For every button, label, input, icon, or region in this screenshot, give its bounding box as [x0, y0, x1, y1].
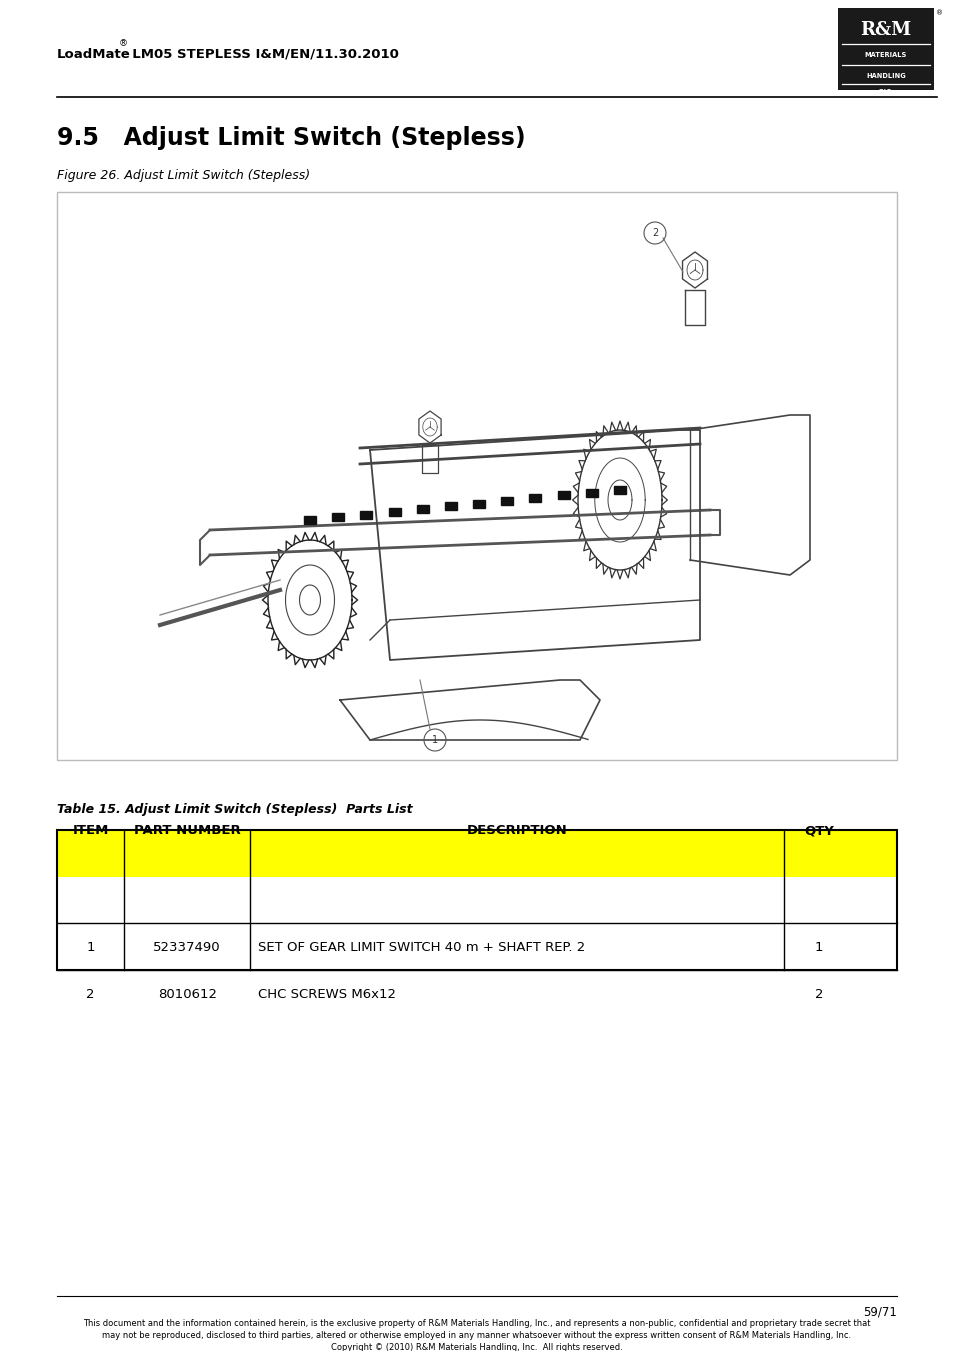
Bar: [388, 508, 400, 516]
Bar: [558, 492, 569, 500]
Text: INC.: INC.: [878, 89, 893, 95]
Text: QTY: QTY: [803, 824, 833, 838]
Text: 1: 1: [87, 942, 94, 954]
Text: 9.5   Adjust Limit Switch (Stepless): 9.5 Adjust Limit Switch (Stepless): [57, 126, 525, 150]
Text: 2: 2: [814, 988, 822, 1001]
Bar: [332, 513, 344, 521]
Bar: [500, 497, 513, 505]
Text: Figure 26. Adjust Limit Switch (Stepless): Figure 26. Adjust Limit Switch (Stepless…: [57, 169, 310, 181]
Text: 1: 1: [432, 735, 437, 744]
Text: MATERIALS: MATERIALS: [864, 51, 906, 58]
Bar: [444, 503, 456, 511]
Text: This document and the information contained herein, is the exclusive property of: This document and the information contai…: [83, 1320, 870, 1328]
Text: 2: 2: [87, 988, 94, 1001]
Text: CHC SCREWS M6x12: CHC SCREWS M6x12: [258, 988, 395, 1001]
Text: ITEM: ITEM: [72, 824, 109, 838]
Bar: [57, 830, 896, 970]
Bar: [57, 970, 896, 1017]
Bar: [57, 192, 896, 761]
Bar: [614, 486, 625, 494]
Text: R&M: R&M: [860, 22, 911, 39]
Bar: [585, 489, 598, 497]
Text: DESCRIPTION: DESCRIPTION: [466, 824, 567, 838]
Text: ®: ®: [119, 39, 128, 49]
Bar: [57, 923, 896, 970]
Text: LM05 STEPLESS I&M/EN/11.30.2010: LM05 STEPLESS I&M/EN/11.30.2010: [123, 47, 398, 61]
Bar: [304, 516, 315, 524]
Bar: [473, 500, 484, 508]
Text: may not be reproduced, disclosed to third parties, altered or otherwise employed: may not be reproduced, disclosed to thir…: [102, 1332, 851, 1340]
Bar: [360, 511, 372, 519]
Bar: [416, 505, 428, 513]
Text: Table 15. Adjust Limit Switch (Stepless)  Parts List: Table 15. Adjust Limit Switch (Stepless)…: [57, 804, 413, 816]
Text: 2: 2: [651, 228, 658, 238]
Bar: [529, 494, 541, 503]
Text: 8010612: 8010612: [157, 988, 216, 1001]
Text: Copyright © (2010) R&M Materials Handling, Inc.  All rights reserved.: Copyright © (2010) R&M Materials Handlin…: [331, 1343, 622, 1351]
Text: HANDLING: HANDLING: [865, 73, 905, 78]
Text: 1: 1: [814, 942, 822, 954]
Text: PART NUMBER: PART NUMBER: [133, 824, 240, 838]
Text: 59/71: 59/71: [862, 1305, 896, 1319]
Bar: [57, 830, 896, 877]
Text: LoadMate: LoadMate: [57, 47, 131, 61]
Text: 52337490: 52337490: [153, 942, 221, 954]
Text: ®: ®: [935, 9, 943, 16]
Text: SET OF GEAR LIMIT SWITCH 40 m + SHAFT REP. 2: SET OF GEAR LIMIT SWITCH 40 m + SHAFT RE…: [258, 942, 585, 954]
Bar: [837, 8, 933, 91]
